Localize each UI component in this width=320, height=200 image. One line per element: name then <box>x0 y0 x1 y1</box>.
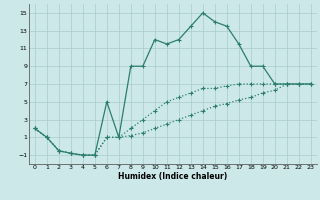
X-axis label: Humidex (Indice chaleur): Humidex (Indice chaleur) <box>118 172 228 181</box>
